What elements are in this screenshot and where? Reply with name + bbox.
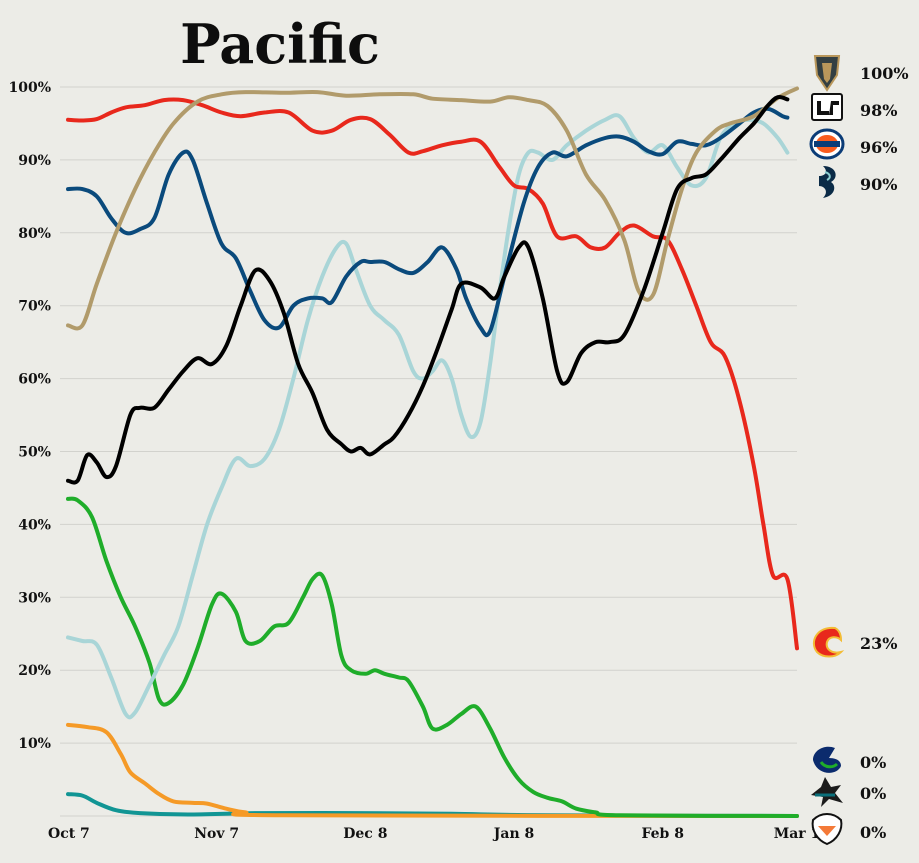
- end-label-edmonton-oilers: 96%: [860, 138, 897, 157]
- series-line-seattle-kraken: [66, 113, 790, 720]
- y-tick-label: 50%: [18, 445, 51, 461]
- y-tick-label: 60%: [18, 372, 51, 388]
- end-label-san-jose-sharks: 0%: [860, 784, 886, 803]
- chart-title: Pacific: [180, 12, 380, 76]
- x-axis-ticks: Oct 7 Nov 7 Dec 8 Jan 8 Feb 8 Mar 1: [48, 826, 820, 842]
- y-tick-label: 80%: [18, 226, 51, 242]
- series-lines: [66, 86, 799, 818]
- x-tick-label: Nov 7: [194, 826, 239, 842]
- x-tick-label: Jan 8: [492, 826, 535, 842]
- oilers-logo-icon: [809, 128, 845, 160]
- ducks-logo-icon: [811, 813, 843, 846]
- flames-logo-icon: [812, 626, 845, 658]
- x-tick-label: Feb 8: [641, 826, 684, 842]
- series-line-los-angeles-kings: [66, 94, 790, 485]
- la-kings-logo-icon: [811, 93, 843, 121]
- series-line-edmonton-oilers: [66, 106, 790, 338]
- grid-lines: [60, 86, 797, 817]
- x-tick-label: Dec 8: [343, 826, 387, 842]
- y-tick-label: 40%: [18, 517, 51, 533]
- y-tick-label: 100%: [8, 80, 51, 96]
- series-line-san-jose-sharks: [66, 722, 799, 818]
- golden-knights-logo-icon: [813, 55, 841, 92]
- y-tick-label: 90%: [18, 153, 51, 169]
- x-tick-label: Mar 1: [774, 826, 821, 842]
- y-tick-label: 70%: [18, 299, 51, 315]
- series-line-vegas-golden-knights: [66, 86, 799, 331]
- end-label-vegas-golden-knights: 100%: [860, 64, 909, 83]
- series-line-vancouver-canucks: [66, 496, 799, 818]
- y-tick-label: 20%: [18, 663, 51, 679]
- series-line-calgary-flames: [66, 97, 799, 651]
- end-label-vancouver-canucks: 0%: [860, 753, 886, 772]
- y-tick-label: 10%: [18, 736, 51, 752]
- end-label-seattle-kraken: 90%: [860, 175, 897, 194]
- x-tick-label: Oct 7: [48, 826, 90, 842]
- y-axis-ticks: 10% 20% 30% 40% 50% 60% 70% 80% 90% 100%: [8, 80, 51, 752]
- kraken-logo-icon: [819, 166, 836, 198]
- end-labels: 100% 98% 96% 90% 23% 0% 0% 0%: [809, 55, 909, 846]
- end-label-los-angeles-kings: 98%: [860, 101, 897, 120]
- end-label-calgary-flames: 23%: [860, 634, 897, 653]
- sharks-logo-icon: [811, 777, 843, 807]
- canucks-logo-icon: [813, 746, 841, 773]
- end-label-anaheim-ducks: 0%: [860, 823, 886, 842]
- y-tick-label: 30%: [18, 590, 51, 606]
- series-line-anaheim-ducks: [66, 792, 799, 818]
